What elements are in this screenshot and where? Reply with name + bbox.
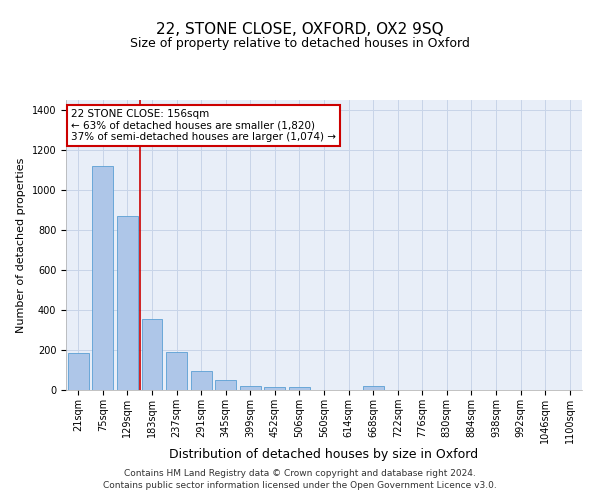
Text: Size of property relative to detached houses in Oxford: Size of property relative to detached ho… [130,38,470,51]
Y-axis label: Number of detached properties: Number of detached properties [16,158,26,332]
Bar [240,386,261,390]
Bar [265,386,286,390]
Bar [215,380,236,390]
X-axis label: Distribution of detached houses by size in Oxford: Distribution of detached houses by size … [169,448,479,462]
Bar [142,319,163,390]
Bar [191,371,212,390]
Text: 22, STONE CLOSE, OXFORD, OX2 9SQ: 22, STONE CLOSE, OXFORD, OX2 9SQ [156,22,444,38]
Bar [117,216,138,390]
Text: Contains HM Land Registry data © Crown copyright and database right 2024.
Contai: Contains HM Land Registry data © Crown c… [103,469,497,490]
Bar [92,166,113,390]
Bar [68,353,89,390]
Bar [166,352,187,390]
Text: 22 STONE CLOSE: 156sqm
← 63% of detached houses are smaller (1,820)
37% of semi-: 22 STONE CLOSE: 156sqm ← 63% of detached… [71,108,336,142]
Bar [362,386,383,390]
Bar [289,387,310,390]
